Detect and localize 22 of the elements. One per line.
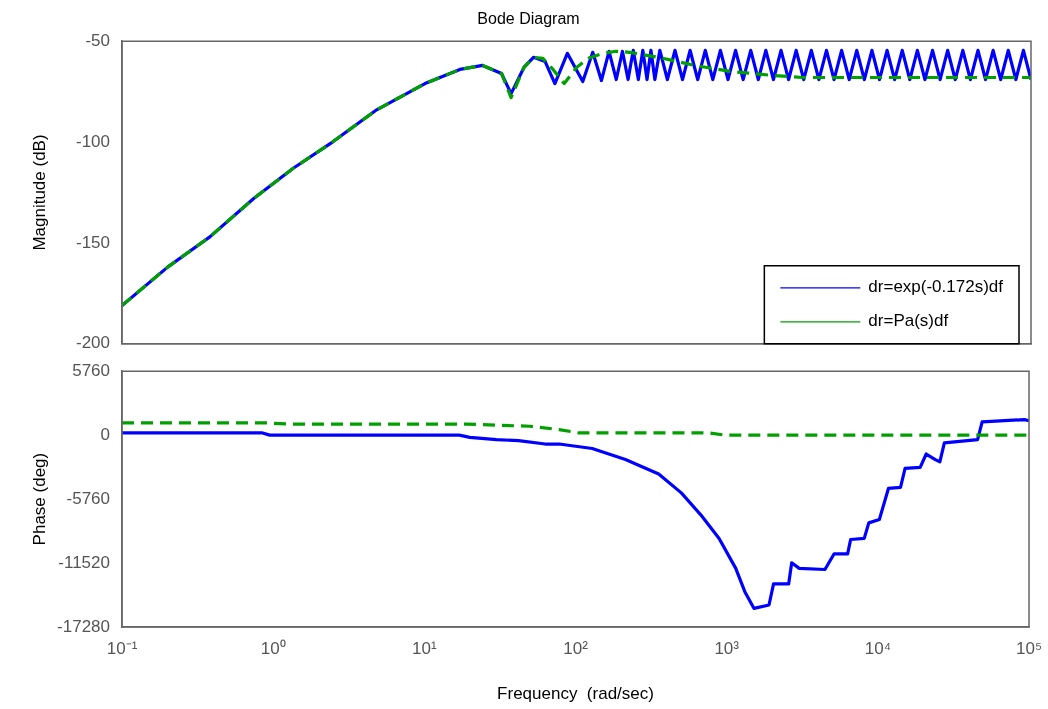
y-tick-label: -11520 — [58, 552, 110, 572]
y-axis-title: Magnitude (dB) — [29, 134, 49, 251]
x-tick-label: 10¹ — [412, 638, 437, 658]
x-tick-label: 10⁻¹ — [106, 638, 138, 658]
y-tick-label: 5760 — [72, 360, 110, 380]
x-tick-label: 10³ — [714, 638, 740, 658]
chart-title: Bode Diagram — [477, 10, 580, 28]
y-tick-label: -200 — [75, 333, 110, 353]
x-tick-label: 10⁴ — [864, 638, 891, 658]
y-axis-title: Phase (deg) — [29, 452, 49, 546]
y-tick-label: -100 — [75, 131, 110, 151]
legend-label: dr=Pa(s)df — [868, 311, 949, 331]
x-tick-label: 10⁵ — [1016, 638, 1043, 658]
y-tick-label: 0 — [100, 424, 110, 444]
y-tick-label: -5760 — [66, 488, 110, 508]
y-tick-label: -17280 — [57, 616, 110, 636]
x-axis-title: Frequency (rad/sec) — [497, 684, 654, 704]
y-tick-label: -50 — [85, 30, 110, 50]
x-tick-label: 10² — [563, 638, 589, 658]
x-tick-label: 10⁰ — [260, 638, 286, 658]
legend-label: dr=exp(-0.172s)df — [868, 277, 1004, 297]
y-tick-label: -150 — [75, 232, 110, 252]
